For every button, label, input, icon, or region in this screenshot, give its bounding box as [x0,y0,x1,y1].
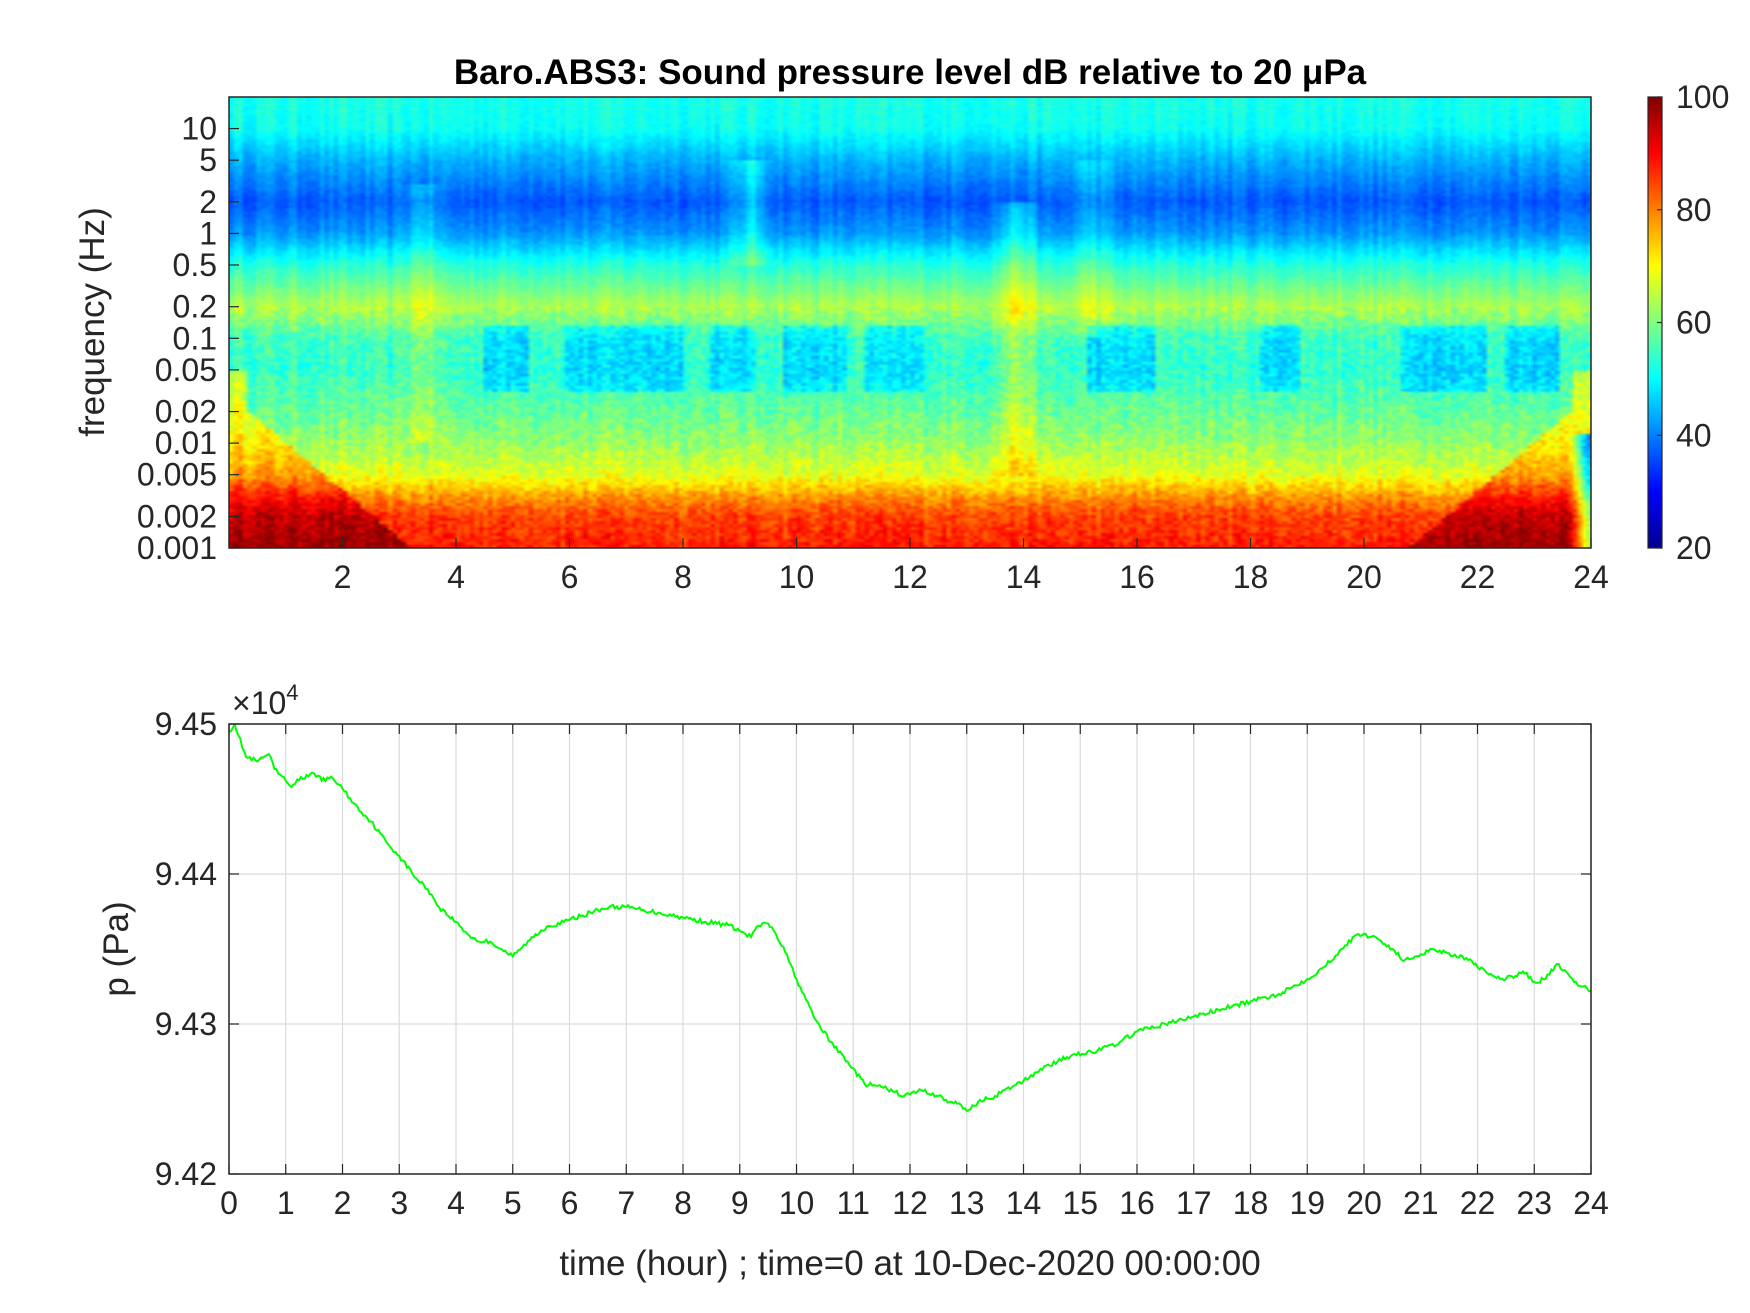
pressure-x-tick-label: 3 [390,1185,408,1221]
spectrogram-y-tick-label: 5 [199,142,217,178]
spectrogram-x-tick-label: 14 [1006,559,1042,595]
spectrogram-x-tick-label: 22 [1460,559,1496,595]
spectrogram-y-tick-label: 0.5 [173,247,217,283]
pressure-x-tick-label: 7 [617,1185,635,1221]
pressure-x-tick-label: 23 [1516,1185,1552,1221]
y-multiplier-base: ×10 [232,685,286,721]
pressure-x-tick-label: 12 [892,1185,928,1221]
spectrogram-x-tick-label: 18 [1233,559,1269,595]
spectrogram-x-tick-label: 10 [779,559,815,595]
spectrogram-image [229,97,1591,548]
spectrogram-y-tick-label: 10 [181,111,217,147]
colorbar: 20 40 60 80 100 [1647,79,1729,566]
pressure-x-tick-label: 20 [1346,1185,1382,1221]
colorbar-tick-label: 20 [1676,530,1712,566]
pressure-x-axis-label: time (hour) ; time=0 at 10-Dec-2020 00:0… [559,1244,1260,1283]
pressure-x-tick-label: 10 [779,1185,815,1221]
pressure-x-tick-label: 5 [504,1185,522,1221]
spectrogram-y-tick-label: 0.001 [137,530,217,566]
pressure-x-tick-label: 21 [1403,1185,1439,1221]
pressure-y-axis-label: p (Pa) [97,901,136,996]
pressure-x-ticks: 0 1 2 3 4 5 6 7 8 9 10 11 12 13 14 15 16 17 18 19 20 21 22 23 24 [220,724,1609,1221]
pressure-x-tick-label: 6 [561,1185,579,1221]
spectrogram-y-tick-label: 0.1 [173,320,217,356]
pressure-x-tick-label: 13 [949,1185,985,1221]
pressure-x-tick-label: 18 [1233,1185,1269,1221]
pressure-x-tick-label: 22 [1460,1185,1496,1221]
y-multiplier: ×104 [232,680,299,721]
spectrogram-x-tick-label: 20 [1346,559,1382,595]
spectrogram-y-tick-label: 0.2 [173,289,217,325]
pressure-x-tick-label: 16 [1119,1185,1155,1221]
spectrogram-x-tick-label: 24 [1573,559,1609,595]
spectrogram-y-tick-label: 2 [199,184,217,220]
spectrogram-x-tick-label: 16 [1119,559,1155,595]
spectrogram-x-tick-label: 4 [447,559,465,595]
pressure-plot-area [228,723,1592,1175]
spectrogram-y-axis-label: frequency (Hz) [73,207,112,437]
pressure-y-tick-label: 9.44 [155,856,217,892]
pressure-x-tick-label: 2 [334,1185,352,1221]
pressure-x-tick-label: 15 [1062,1185,1098,1221]
colorbar-tick-label: 60 [1676,305,1712,341]
pressure-x-tick-label: 8 [674,1185,692,1221]
colorbar-tick-label: 80 [1676,192,1712,228]
pressure-y-tick-label: 9.42 [155,1156,217,1192]
spectrogram-y-tick-label: 0.002 [137,498,217,534]
pressure-x-tick-label: 0 [220,1185,238,1221]
pressure-x-tick-label: 24 [1573,1185,1609,1221]
pressure-x-tick-label: 4 [447,1185,465,1221]
pressure-x-tick-label: 19 [1289,1185,1325,1221]
pressure-series-line [229,724,1591,1113]
spectrogram-y-tick-label: 0.02 [155,394,217,430]
pressure-y-tick-label: 9.45 [155,706,217,742]
y-multiplier-exponent: 4 [286,680,298,705]
pressure-x-tick-label: 1 [277,1185,295,1221]
pressure-x-tick-label: 14 [1006,1185,1042,1221]
spectrogram-y-tick-label: 1 [199,215,217,251]
spectrogram-y-tick-label: 0.01 [155,425,217,461]
spectrogram-x-tick-label: 6 [561,559,579,595]
pressure-x-tick-label: 17 [1176,1185,1212,1221]
pressure-y-tick-label: 9.43 [155,1006,217,1042]
pressure-x-tick-label: 11 [837,1185,870,1221]
spectrogram-x-tick-label: 2 [334,559,352,595]
spectrogram-title: Baro.ABS3: Sound pressure level dB relat… [454,53,1367,92]
colorbar-tick-label: 100 [1676,79,1729,115]
spectrogram-x-tick-label: 12 [892,559,928,595]
spectrogram-y-tick-label: 0.005 [137,457,217,493]
spectrogram-x-ticks: 2 4 6 8 10 12 14 16 18 20 22 24 [334,538,1609,595]
pressure-x-tick-label: 9 [731,1185,749,1221]
spectrogram-area [228,96,1592,549]
colorbar-ticks: 20 40 60 80 100 [1657,79,1729,566]
spectrogram-y-tick-label: 0.05 [155,352,217,388]
pressure-y-ticks: 9.42 9.43 9.44 9.45 [155,706,1591,1192]
colorbar-tick-label: 40 [1676,417,1712,453]
spectrogram-x-tick-label: 8 [674,559,692,595]
